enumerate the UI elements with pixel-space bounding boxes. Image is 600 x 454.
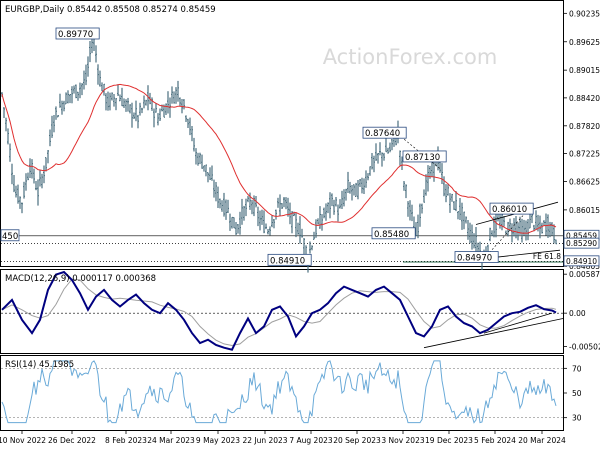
time-tick-label: 3 Nov 2023 bbox=[381, 436, 424, 445]
rsi-tick-label: 30 bbox=[572, 414, 582, 423]
price-tick-label: 0.87820 bbox=[569, 122, 600, 131]
macd-tick-label: -0.005021 bbox=[569, 342, 600, 351]
annotation-box bbox=[55, 27, 100, 40]
annotation-box bbox=[489, 202, 534, 215]
rsi-tick-label: 70 bbox=[572, 364, 582, 373]
annotation-box bbox=[402, 150, 447, 163]
time-tick-label: 8 Feb 2023 bbox=[105, 436, 147, 445]
time-tick-label: 5 Feb 2024 bbox=[474, 436, 516, 445]
watermark: ActionForex.com bbox=[323, 45, 498, 69]
dashed-connector bbox=[397, 133, 441, 169]
macd-tick-label: 0.00587 bbox=[569, 270, 600, 279]
macd-tick-label: 0.00 bbox=[569, 309, 586, 318]
price-tick-label: 0.86015 bbox=[569, 206, 600, 215]
dashed-connector bbox=[483, 209, 529, 259]
annotation-box bbox=[362, 126, 407, 139]
time-tick-label: 10 Nov 2022 bbox=[0, 436, 46, 445]
time-tick-label: 19 Dec 2023 bbox=[425, 436, 473, 445]
price-level-label: 0.85459 bbox=[566, 231, 597, 240]
macd-panel bbox=[0, 269, 564, 354]
macd-line bbox=[1, 270, 557, 351]
fe-label: FE 61.8 bbox=[533, 252, 561, 261]
price-level-box bbox=[563, 255, 600, 267]
rsi-line bbox=[1, 360, 557, 424]
annotation-label: 0.85480 bbox=[374, 230, 409, 240]
time-tick-label: 24 Mar 2023 bbox=[147, 436, 195, 445]
time-tick-label: 9 May 2023 bbox=[196, 436, 240, 445]
price-tick-label: 0.90235 bbox=[569, 9, 600, 18]
left-edge-label: 450 bbox=[2, 232, 18, 242]
rsi-panel bbox=[0, 355, 564, 431]
price-tick-label: 0.88420 bbox=[569, 94, 600, 103]
ma-line bbox=[1, 83, 557, 234]
annotation-label: 0.89770 bbox=[58, 30, 93, 40]
macd-signal-line bbox=[1, 278, 557, 347]
candles bbox=[1, 31, 557, 273]
price-axis: 0.90235 0.89625 0.89015 0.88420 0.87820 0.872… bbox=[563, 9, 600, 271]
annotation-label: 0.84970 bbox=[457, 254, 492, 264]
annotation-label: 0.86010 bbox=[492, 205, 527, 215]
macd-title: MACD(12,26,9) 0.000117 0.000368 bbox=[5, 274, 156, 284]
price-level-label: 0.85290 bbox=[566, 239, 597, 248]
annotation-box bbox=[371, 227, 416, 240]
time-tick-label: 20 Sep 2023 bbox=[333, 436, 381, 445]
time-axis: 10 Nov 2022 26 Dec 2022 8 Feb 2023 24 Mar 2… bbox=[0, 430, 566, 445]
price-tick-label: 0.86625 bbox=[569, 177, 600, 186]
moving-average bbox=[1, 83, 557, 234]
annotation-label: 0.87640 bbox=[365, 129, 400, 139]
rsi-tick-label: 50 bbox=[572, 389, 582, 398]
price-level-box bbox=[563, 237, 600, 249]
annotation-label: 0.87130 bbox=[405, 153, 440, 163]
rsi-title: RSI(14) 45.1985 bbox=[5, 360, 74, 370]
price-tick-label: 0.89625 bbox=[569, 38, 600, 47]
annotation-box bbox=[267, 253, 312, 266]
macd-trendline bbox=[423, 318, 564, 349]
time-tick-label: 26 Dec 2022 bbox=[48, 436, 96, 445]
main-panel bbox=[0, 0, 564, 267]
time-tick-label: 7 Aug 2023 bbox=[289, 436, 332, 445]
time-tick-label: 22 Jun 2023 bbox=[242, 436, 287, 445]
time-tick-label: 20 Mar 2024 bbox=[518, 436, 566, 445]
macd-lines: 0.00587 0.00 -0.005021 bbox=[1, 270, 600, 351]
price-tick-label: 0.89015 bbox=[569, 66, 600, 75]
annotation-box bbox=[454, 251, 499, 263]
price-tick-label: 0.87225 bbox=[569, 150, 600, 159]
macd-trendline bbox=[483, 312, 553, 334]
price-level-label: 0.84910 bbox=[566, 257, 597, 266]
rsi-lines: 70 50 30 bbox=[1, 360, 582, 424]
main-title: EURGBP,Daily 0.85442 0.85508 0.85274 0.8… bbox=[5, 5, 216, 15]
annotations: 0.89770 0.84910 0.87640 0.87130 0.85480 0.849… bbox=[0, 27, 534, 266]
price-tick-label: 0.84805 bbox=[569, 262, 600, 271]
left-edge-box bbox=[0, 229, 20, 242]
annotation-label: 0.84910 bbox=[270, 256, 305, 266]
